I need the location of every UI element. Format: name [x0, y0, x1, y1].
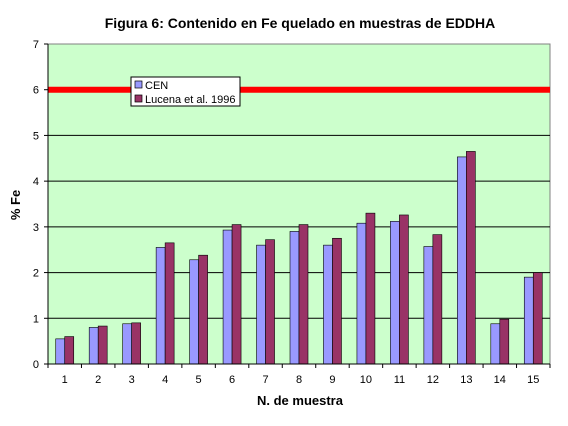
bar-lucena-14	[499, 318, 510, 365]
bar-cen-3	[122, 323, 132, 365]
x-tick-labels: 1 2 3 4 5 6 7 8 9 10 11 12 13 14 15	[62, 374, 540, 386]
y-tick-label: 2	[33, 268, 39, 280]
x-tick-label: 14	[494, 374, 506, 386]
x-tick-label: 12	[427, 374, 439, 386]
bar-lucena-8	[298, 224, 309, 365]
x-tick-label: 2	[95, 374, 101, 386]
bar-lucena-13	[466, 151, 476, 365]
bar-lucena-9	[332, 237, 342, 365]
bars	[55, 151, 543, 365]
bar-lucena-4	[164, 242, 175, 365]
axes	[44, 43, 551, 368]
y-tick-label: 6	[33, 85, 39, 97]
x-tick-label: 11	[394, 374, 405, 386]
y-tick-label: 0	[33, 359, 39, 371]
bar-cen-2	[88, 327, 99, 365]
x-tick-label: 8	[296, 374, 302, 386]
x-tick-label: 4	[162, 374, 168, 386]
bar-cen-1	[55, 338, 66, 365]
x-tick-label: 1	[62, 374, 68, 386]
bar-lucena-5	[198, 254, 208, 365]
x-tick-label: 9	[329, 374, 335, 386]
bar-lucena-2	[97, 325, 108, 365]
legend-label-cen: CEN	[145, 80, 168, 92]
y-tick-label: 3	[33, 222, 39, 234]
y-axis-title: % Fe	[8, 190, 23, 220]
bar-cen-12	[423, 246, 434, 365]
bar-cen-13	[457, 156, 467, 365]
bar-lucena-3	[131, 322, 141, 365]
y-tick-label: 4	[33, 176, 39, 188]
y-tick-label: 1	[33, 313, 39, 325]
y-tick-label: 5	[33, 130, 39, 142]
bar-cen-4	[155, 247, 166, 365]
bar-cen-8	[289, 231, 300, 365]
bar-cen-6	[222, 229, 233, 365]
bar-lucena-10	[365, 212, 376, 365]
bar-lucena-6	[231, 224, 242, 365]
legend-label-lucena: Lucena et al. 1996	[145, 94, 236, 106]
legend-box	[130, 76, 241, 107]
bar-cen-15	[523, 276, 534, 365]
legend-swatch-cen	[134, 80, 143, 89]
x-tick-label: 3	[129, 374, 135, 386]
y-tick-label: 7	[33, 39, 39, 51]
bar-lucena-15	[532, 272, 543, 365]
legend-swatch-lucena	[134, 94, 143, 103]
legend: CEN Lucena et al. 1996	[130, 76, 241, 107]
bar-lucena-12	[432, 234, 443, 365]
bar-cen-7	[256, 244, 266, 365]
x-tick-label: 5	[196, 374, 202, 386]
bar-cen-11	[390, 221, 400, 365]
chart-title: Figura 6: Contenido en Fe quelado en mue…	[105, 15, 496, 31]
bar-cen-10	[356, 222, 367, 365]
bar-cen-9	[323, 244, 333, 365]
bar-lucena-1	[64, 336, 75, 365]
x-tick-label: 6	[229, 374, 235, 386]
x-tick-label: 7	[262, 374, 268, 386]
x-tick-label: 13	[460, 374, 472, 386]
bar-lucena-11	[399, 214, 409, 365]
bar-cen-14	[490, 323, 501, 365]
x-axis-title: N. de muestra	[257, 393, 344, 408]
x-tick-label: 10	[360, 374, 372, 386]
bar-cen-5	[189, 259, 199, 365]
bar-lucena-7	[265, 239, 275, 365]
x-tick-label: 15	[527, 374, 539, 386]
y-tick-labels: 0 1 2 3 4 5 6 7	[33, 39, 39, 371]
